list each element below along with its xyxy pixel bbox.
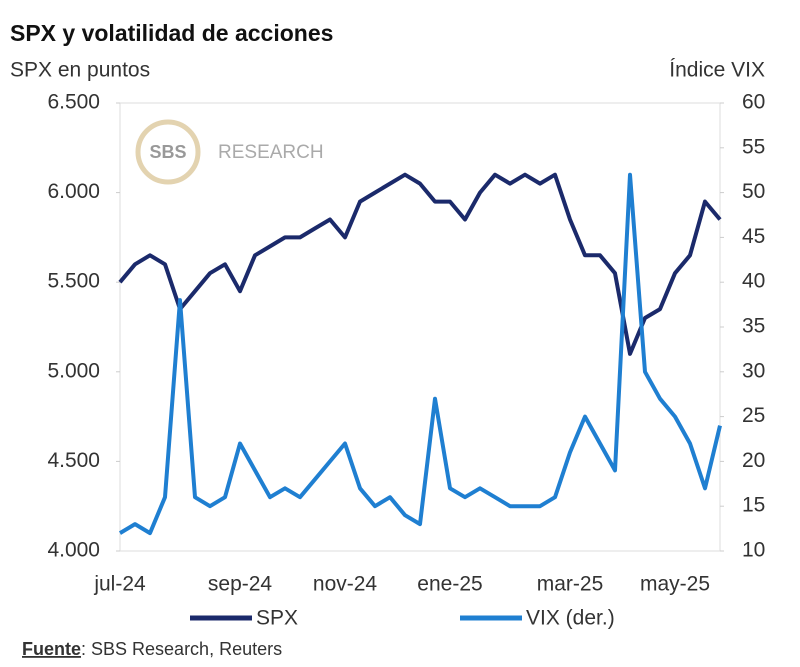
x-tick-label: jul-24 — [93, 573, 146, 596]
series-line — [118, 172, 722, 356]
watermark-logo: SBS — [149, 142, 186, 162]
y2-tick-label: 40 — [742, 270, 765, 293]
y-axis-label: SPX en puntos — [10, 59, 150, 82]
source-text: : SBS Research, Reuters — [81, 639, 282, 659]
y2-tick-label: 35 — [742, 315, 765, 338]
watermark-ring — [135, 119, 201, 185]
x-tick-label: may-25 — [640, 573, 710, 596]
watermark: SBS RESEARCH — [135, 119, 324, 185]
y2-tick-label: 45 — [742, 225, 765, 248]
x-tick-label: mar-25 — [537, 573, 604, 596]
y2-tick-label: 30 — [742, 359, 765, 382]
y-tick-label: 4.500 — [47, 449, 100, 472]
watermark-text: RESEARCH — [218, 142, 324, 163]
legend-label: VIX (der.) — [526, 607, 615, 630]
y2-tick-label: 25 — [742, 404, 765, 427]
y2-tick-label: 20 — [742, 449, 765, 472]
chart-title: SPX y volatilidad de acciones — [10, 20, 333, 46]
series-line — [118, 172, 722, 536]
y2-tick-label: 50 — [742, 180, 765, 203]
y-tick-label: 4.000 — [47, 539, 100, 562]
y2-tick-label: 15 — [742, 494, 765, 517]
source-label: Fuente — [22, 639, 81, 659]
y-tick-label: 5.500 — [47, 270, 100, 293]
source: Fuente: SBS Research, Reuters — [22, 639, 282, 659]
y2-axis-label: Índice VIX — [669, 59, 765, 82]
x-tick-label: nov-24 — [313, 573, 378, 596]
y2-tick-label: 55 — [742, 135, 765, 158]
legend-label: SPX — [256, 607, 298, 630]
x-tick-label: sep-24 — [208, 573, 273, 596]
y2-tick-label: 60 — [742, 91, 765, 114]
plot-frame — [119, 102, 721, 552]
y-tick-label: 6.000 — [47, 180, 100, 203]
x-tick-label: ene-25 — [417, 573, 482, 596]
y-tick-label: 6.500 — [47, 91, 100, 114]
y-tick-label: 5.000 — [47, 359, 100, 382]
y2-tick-label: 10 — [742, 539, 765, 562]
